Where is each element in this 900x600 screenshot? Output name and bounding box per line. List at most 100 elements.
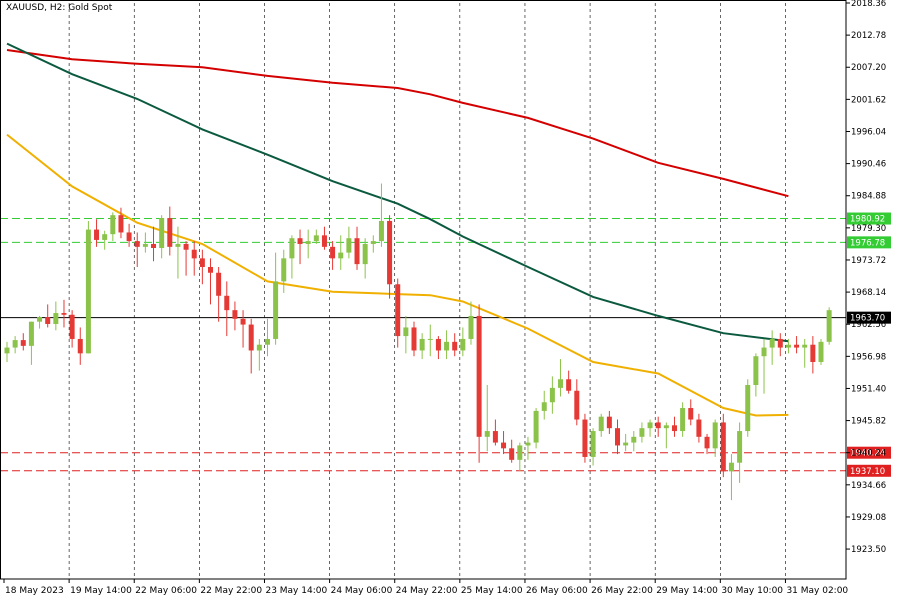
bearish-candle: [69, 314, 75, 339]
bullish-candle: [647, 422, 653, 429]
x-tick-label: 22 May 06:00: [135, 586, 197, 596]
y-tick-label: 1984.88: [851, 192, 886, 202]
y-tick-label: 1956.98: [851, 352, 886, 362]
time-axis: 18 May 2023 19 May 14:00 22 May 06:00 22 Ma…: [3, 579, 848, 596]
bullish-candle: [541, 402, 547, 411]
bullish-candle: [631, 436, 637, 443]
bullish-candle: [818, 341, 824, 362]
x-tick-label: 22 May 22:00: [200, 586, 262, 596]
x-tick-label: 26 May 22:00: [591, 586, 653, 596]
bearish-candle: [582, 419, 588, 457]
bearish-candle: [191, 249, 197, 259]
bearish-candle: [671, 425, 677, 432]
bullish-candle: [159, 218, 165, 248]
y-tick-label: 1962.56: [851, 320, 886, 330]
x-tick-label: 19 May 14:00: [70, 586, 132, 596]
x-tick-label: 24 May 06:00: [331, 586, 393, 596]
bullish-candle: [419, 338, 425, 351]
bearish-candle: [354, 238, 360, 265]
bullish-candle: [525, 442, 531, 446]
bearish-candle: [330, 246, 336, 259]
bullish-candle: [28, 321, 34, 346]
bearish-candle: [395, 284, 401, 337]
y-tick-label: 1951.40: [851, 384, 886, 394]
bullish-candle: [517, 445, 523, 460]
y-tick-label: 2018.36: [851, 0, 886, 9]
price-axis: 2018.36 2012.78 2007.20 2001.62 1996.04 1990.…: [846, 0, 886, 555]
bullish-candle: [85, 229, 91, 354]
y-tick-label: 2007.20: [851, 63, 886, 73]
price-level-label-bg: [847, 212, 891, 225]
bearish-candle: [452, 341, 458, 351]
bearish-candle: [688, 408, 694, 420]
bullish-candle: [362, 243, 368, 265]
price-level-label: 1980.92: [850, 215, 885, 225]
bearish-candle: [183, 243, 189, 250]
bullish-candle: [785, 344, 791, 348]
bearish-candle: [134, 241, 140, 247]
price-level-label: 1940.24: [850, 449, 885, 459]
price-levels: 1980.92 1976.78 1963.70 1940.24 1937.10: [0, 212, 891, 477]
bullish-candle: [753, 356, 759, 386]
bullish-candle: [769, 338, 775, 348]
bullish-candle: [712, 422, 718, 449]
bearish-candle: [118, 215, 124, 233]
x-tick-label: 23 May 14:00: [265, 586, 327, 596]
bearish-candle: [476, 315, 482, 437]
vertical-grid: [68, 3, 786, 579]
bullish-candle: [484, 431, 490, 437]
bearish-candle: [387, 220, 393, 285]
bearish-candle: [248, 324, 254, 351]
bearish-candle: [777, 338, 783, 348]
bearish-candle: [126, 232, 132, 242]
price-level-label-bg: [847, 464, 891, 477]
candlesticks: [4, 183, 832, 501]
bearish-candle: [704, 436, 710, 449]
bullish-candle: [370, 241, 376, 244]
y-tick-label: 1945.82: [851, 417, 886, 427]
bullish-candle: [175, 243, 181, 247]
x-tick-label: 18 May 2023: [5, 586, 64, 596]
y-tick-label: 1929.08: [851, 513, 886, 523]
moving-average-line: [6, 49, 789, 198]
bearish-candle: [501, 442, 507, 449]
bullish-candle: [468, 315, 474, 339]
bearish-candle: [208, 266, 213, 273]
bearish-candle: [199, 258, 205, 267]
bullish-candle: [427, 338, 433, 340]
price-level-label: 1976.78: [850, 238, 885, 248]
bearish-candle: [566, 379, 572, 391]
y-tick-label: 2001.62: [851, 95, 886, 105]
bullish-candle: [680, 408, 686, 432]
y-tick-label: 1923.50: [851, 545, 886, 555]
bearish-candle: [492, 431, 498, 443]
bullish-candle: [826, 310, 832, 342]
bullish-candle: [745, 385, 751, 432]
bearish-candle: [167, 218, 173, 247]
bearish-candle: [574, 390, 580, 420]
bullish-candle: [444, 341, 450, 351]
bullish-candle: [558, 379, 564, 388]
bearish-candle: [720, 422, 726, 472]
y-tick-label: 1990.46: [851, 160, 886, 170]
bearish-candle: [94, 229, 100, 240]
bearish-candle: [615, 428, 620, 446]
bullish-candle: [281, 258, 287, 282]
bearish-candle: [655, 422, 661, 429]
y-tick-label: 1996.04: [851, 127, 886, 137]
bullish-candle: [313, 235, 319, 242]
y-tick-label: 1934.66: [851, 481, 886, 491]
price-level-label: 1937.10: [850, 467, 885, 477]
bearish-candle: [321, 235, 327, 247]
bullish-candle: [460, 338, 466, 351]
bullish-candle: [590, 431, 596, 457]
moving-averages: [6, 42, 789, 417]
y-tick-label: 1940.24: [851, 449, 886, 459]
price-level-label: 1963.70: [850, 314, 885, 324]
x-tick-label: 30 May 10:00: [721, 586, 783, 596]
bullish-candle: [623, 442, 629, 446]
bullish-candle: [305, 241, 311, 244]
bullish-candle: [346, 238, 352, 253]
x-tick-label: 25 May 14:00: [461, 586, 523, 596]
